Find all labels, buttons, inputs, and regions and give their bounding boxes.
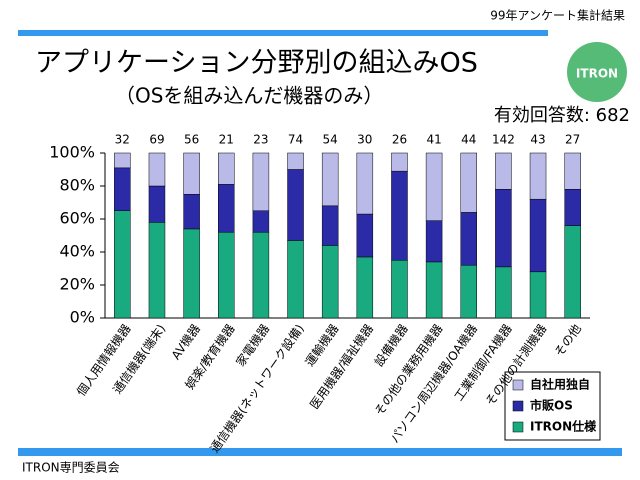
bar-segment [564,189,581,226]
x-tick-label: その他 [552,322,584,360]
bar-segment [183,194,200,230]
footer: ITRON専門委員会 [22,461,120,475]
bar-segment [356,256,374,319]
count-label: 74 [288,133,303,147]
top-bar [18,30,548,36]
count-label: 41 [426,133,441,147]
y-tick-label: 80% [59,176,95,195]
legend-label: ITRON仕様 [530,419,597,434]
legend-swatch [512,400,524,412]
count-label: 69 [149,133,164,147]
bar-segment [564,152,581,190]
bar-segment [252,152,270,211]
bar-segment [495,266,512,319]
legend-swatch [512,379,524,391]
subtitle: （OSを組み込んだ機器のみ） [115,84,383,108]
bar-segment [425,220,443,263]
count-label: 142 [492,133,515,147]
bar-segment [321,205,339,246]
bar-segment [460,152,477,213]
y-tick-label: 20% [59,275,95,294]
title: アプリケーション分野別の組込みOS [35,48,478,79]
total: 有効回答数: 682 [494,105,630,126]
bar-segment [460,212,477,266]
bar-segment [321,245,339,319]
count-label: 43 [530,133,545,147]
legend-swatch [512,421,524,433]
bar-segment [495,152,512,190]
bar-segment [495,189,512,268]
count-label: 26 [392,133,407,147]
bar-segment [529,152,547,200]
bar-segment [183,228,200,319]
count-label: 21 [219,133,234,147]
bar-segment [287,169,304,241]
bar-segment [183,152,200,195]
bar-segment [529,198,547,273]
bar-segment [391,170,408,261]
bar-segment [114,152,131,169]
bar-segment [356,213,374,258]
bar-segment [218,184,235,233]
bar-segment [148,222,166,319]
bar-segment [252,210,270,233]
logo: ITRON [576,67,618,81]
count-label: 27 [565,133,580,147]
bar-segment [218,231,235,319]
bar-segment [114,210,131,319]
bar-segment [287,152,304,170]
bar-segment [356,152,374,215]
bar-segment [425,261,443,319]
bar-segment [148,185,166,223]
bar-segment [460,264,477,319]
y-tick-label: 100% [49,143,95,162]
x-tick-label: AV機器 [168,321,203,362]
bar-segment [391,152,408,172]
bottom-bar [18,448,622,456]
x-tick-label: 医用機器/福祉機器 [306,321,376,412]
bar-segment [148,152,166,187]
bar-segment [529,271,547,319]
bar-segment [218,152,235,185]
bar-segment [425,152,443,221]
count-label: 44 [461,133,476,147]
bar-segment [321,152,339,207]
count-label: 23 [253,133,268,147]
logo-circle [567,42,627,102]
count-label: 30 [357,133,372,147]
legend-label: 市販OS [530,398,573,413]
bar-segment [287,240,304,319]
bar-segment [564,225,581,319]
legend-label: 自社用独自 [530,377,590,392]
bar-segment [391,260,408,319]
bar-segment [114,167,131,212]
count-label: 32 [115,133,130,147]
count-label: 54 [323,133,338,147]
bar-segment [252,231,270,319]
y-tick-label: 40% [59,242,95,261]
y-tick-label: 0% [70,308,95,327]
count-label: 56 [184,133,199,147]
y-tick-label: 60% [59,209,95,228]
top-note: 99年アンケート集計結果 [490,8,625,23]
